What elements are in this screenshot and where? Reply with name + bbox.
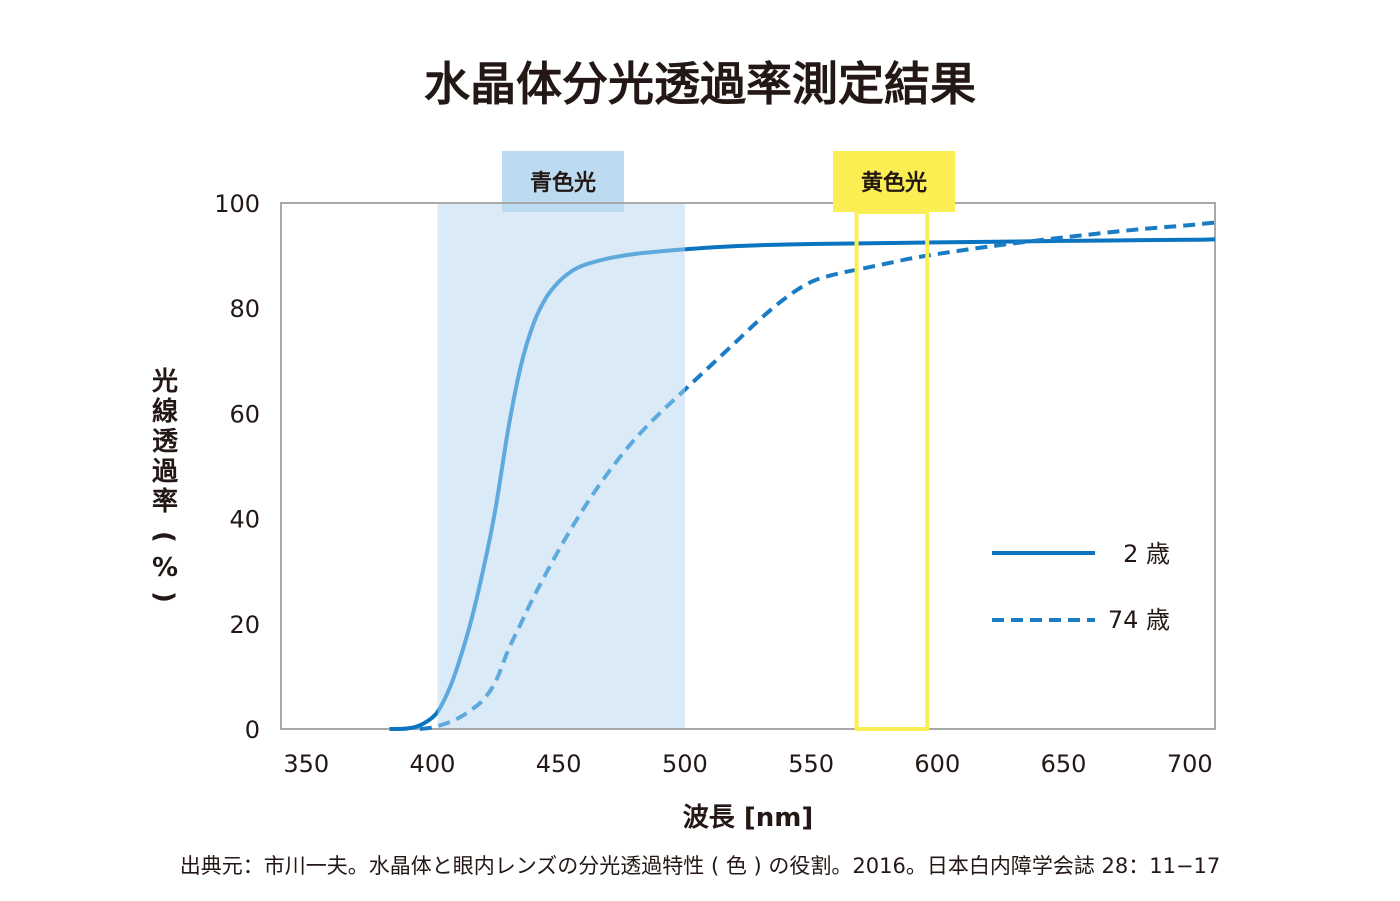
x-tick-label: 550 (788, 750, 834, 778)
y-axis-title-char: 光 (151, 367, 178, 397)
y-axis-title-char: % (152, 553, 178, 583)
blue-light-label: 青色光 (530, 170, 596, 196)
series-layer (389, 220, 1216, 731)
plot-frame (280, 202, 1216, 730)
x-axis-title: 波長 [nm] (683, 803, 813, 833)
yellow-light-label-box (833, 151, 955, 212)
x-tick-label: 350 (283, 750, 329, 778)
yellow-light-label: 黄色光 (861, 170, 927, 196)
y-axis-ticks: 0 20 40 60 80 100 (214, 190, 260, 744)
legend-label-2-years: 2 歳 (1123, 540, 1170, 568)
x-tick-label: 500 (662, 750, 708, 778)
series-line-74-years (419, 220, 1216, 731)
y-tick-label: 60 (229, 400, 260, 428)
blue-light-band (437, 203, 685, 729)
yellow-light-band (854, 210, 930, 731)
blue-light-label-box (502, 151, 624, 212)
chart-title: 水晶体分光透過率測定結果 (424, 57, 976, 111)
y-axis-title-char: ) (149, 591, 179, 603)
y-axis-title-char: 率 (152, 486, 178, 517)
y-tick-label: 100 (214, 190, 260, 218)
y-tick-label: 20 (229, 611, 260, 639)
legend-label-74-years: 74 歳 (1108, 606, 1170, 634)
y-axis-title-char: 線 (152, 396, 178, 427)
x-tick-label: 450 (536, 750, 582, 778)
x-tick-label: 700 (1167, 750, 1213, 778)
y-tick-label: 80 (229, 295, 260, 323)
y-tick-label: 0 (245, 716, 260, 744)
y-axis-title-char: 過 (152, 457, 179, 487)
y-axis-title-char: 透 (152, 427, 179, 457)
source-citation: 出典元：市川一夫。水晶体と眼内レンズの分光透過特性 ( 色 ) の役割。2016… (180, 854, 1221, 878)
x-tick-label: 400 (410, 750, 456, 778)
y-axis-title-char: ( (149, 531, 179, 543)
y-tick-label: 40 (229, 506, 260, 534)
x-axis-ticks: 350 400 450 500 550 600 650 700 (283, 750, 1212, 778)
legend: 2 歳 74 歳 (992, 540, 1170, 634)
x-tick-label: 650 (1041, 750, 1087, 778)
series-line-2-years-in-blue-band (437, 247, 685, 716)
x-tick-label: 600 (914, 750, 960, 778)
